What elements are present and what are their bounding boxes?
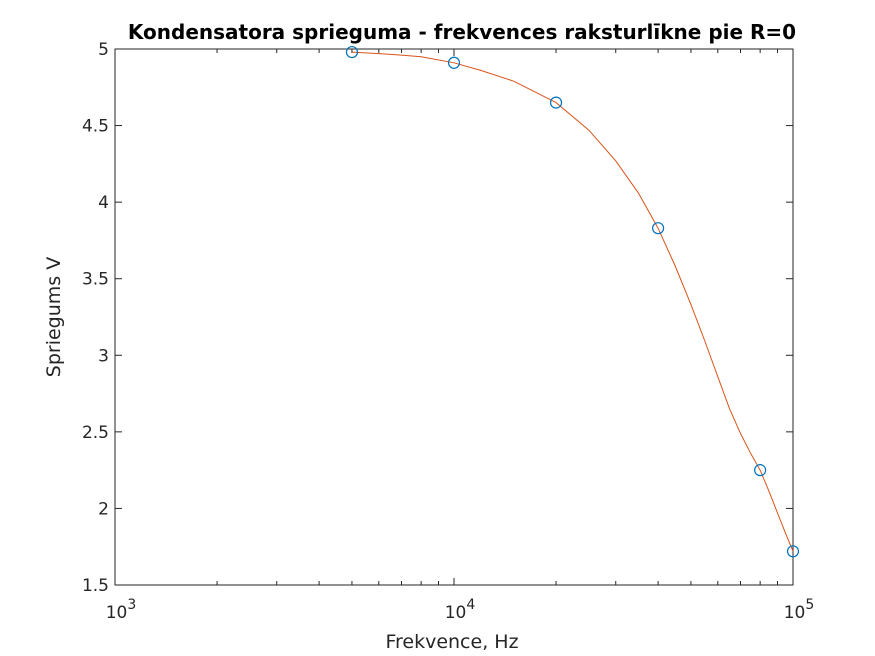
data-point-marker [345, 45, 359, 59]
data-point-marker [651, 222, 665, 235]
y-axis-label: Spriegums V [43, 257, 65, 377]
data-point-marker [549, 96, 563, 109]
y-tick-label: 2.5 [82, 423, 109, 443]
y-tick-label: 3.5 [82, 270, 109, 290]
y-tick-label: 3 [98, 346, 109, 366]
y-tick-label: 5 [98, 40, 109, 60]
x-tick-label: 103 [106, 597, 137, 623]
x-axis-label: Frekvence, Hz [385, 631, 518, 653]
x-tick-label: 104 [445, 597, 476, 623]
plot-area [114, 48, 794, 586]
series-layer [345, 45, 800, 558]
chart-title: Kondensatora sprieguma - frekvences raks… [128, 20, 796, 44]
data-point-marker [754, 464, 767, 477]
data-point-marker [447, 56, 461, 69]
y-tick-label: 4.5 [82, 117, 109, 137]
y-tick-label: 1.5 [82, 576, 109, 596]
y-tick-label: 4 [98, 193, 109, 213]
data-point-marker [786, 545, 800, 558]
x-tick-label: 105 [784, 597, 815, 623]
y-tick-label: 2 [98, 499, 109, 519]
x-axis-ticks: 103 104 105 [106, 49, 815, 623]
y-axis-ticks: 1.5 2 2.5 3 3.5 4 4.5 5 [82, 40, 793, 596]
